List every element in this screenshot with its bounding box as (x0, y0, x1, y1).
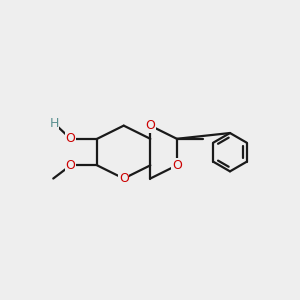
Text: O: O (66, 132, 76, 145)
Text: O: O (119, 172, 129, 185)
Text: O: O (66, 159, 76, 172)
Text: H: H (49, 117, 58, 130)
Text: O: O (145, 119, 155, 132)
Text: O: O (172, 159, 182, 172)
